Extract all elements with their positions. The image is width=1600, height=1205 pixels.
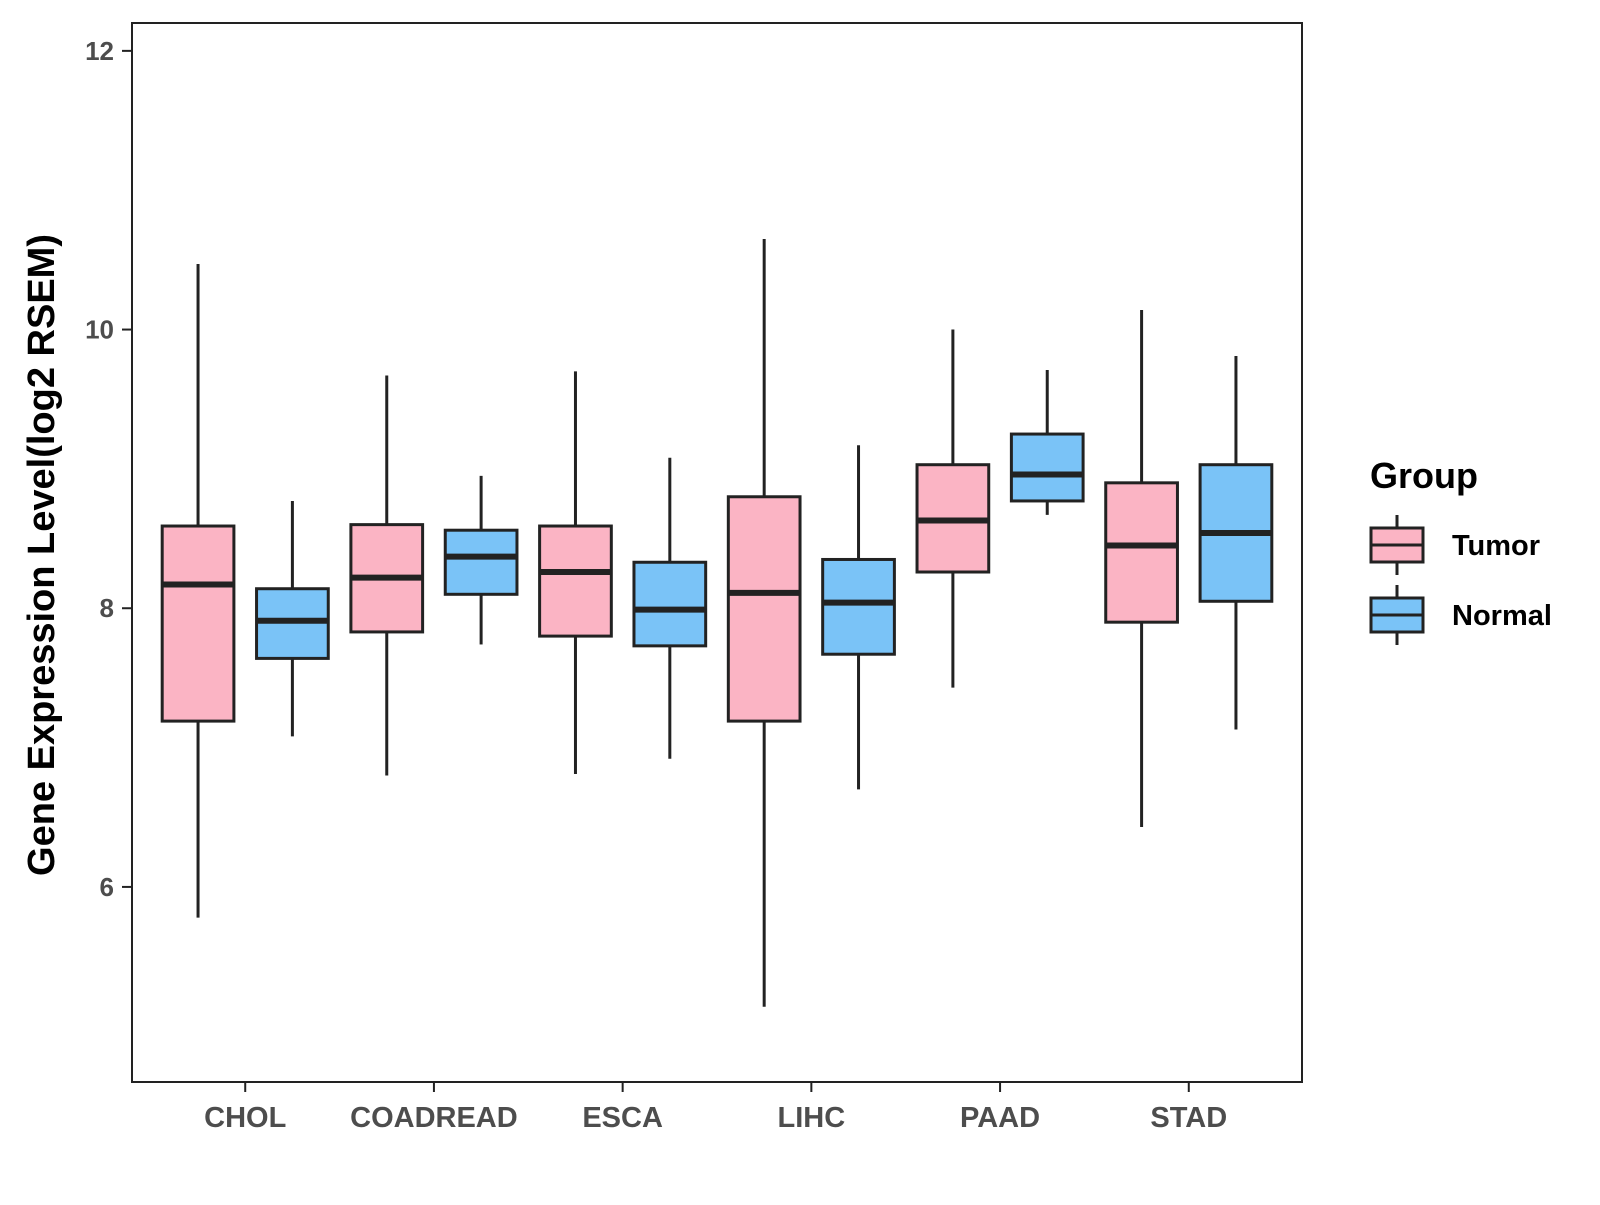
box-tumor-lihc bbox=[726, 238, 802, 1007]
box-tumor-stad bbox=[1104, 310, 1179, 828]
box-body bbox=[160, 524, 236, 723]
legend-title: Group bbox=[1370, 455, 1478, 496]
box-body bbox=[1009, 432, 1085, 503]
y-tick-label: 12 bbox=[85, 36, 114, 66]
x-tick-label: STAD bbox=[1150, 1102, 1227, 1134]
legend-item-tumor: Tumor bbox=[1369, 515, 1540, 575]
box-tumor-esca bbox=[538, 371, 613, 775]
box-tumor-chol bbox=[160, 264, 236, 918]
box-normal-stad bbox=[1198, 356, 1274, 730]
y-tick-label: 6 bbox=[100, 872, 114, 902]
box-tumor-coadread bbox=[349, 375, 425, 776]
box-normal-lihc bbox=[821, 445, 896, 790]
box-body bbox=[821, 557, 896, 656]
y-axis: 6 8 10 12 bbox=[85, 36, 132, 902]
x-tick-label: LIHC bbox=[778, 1102, 846, 1134]
box-tumor-paad bbox=[915, 329, 991, 688]
box-body bbox=[443, 528, 519, 596]
box-body bbox=[538, 524, 613, 638]
legend: Group Tumor Normal bbox=[1369, 455, 1552, 645]
box-body bbox=[632, 560, 708, 648]
box-normal-coadread bbox=[443, 475, 519, 645]
box-layer bbox=[160, 238, 1274, 1007]
legend-label: Tumor bbox=[1452, 530, 1540, 562]
x-tick-label: ESCA bbox=[582, 1102, 663, 1134]
legend-item-normal: Normal bbox=[1369, 585, 1552, 645]
x-tick-label: COADREAD bbox=[350, 1102, 518, 1134]
y-tick-label: 10 bbox=[85, 315, 114, 345]
y-axis-title: Gene Expression Level(log2 RSEM) bbox=[21, 234, 63, 876]
box-normal-paad bbox=[1009, 369, 1085, 515]
x-axis: CHOL COADREAD ESCA LIHC PAAD STAD bbox=[204, 1082, 1227, 1134]
box-body bbox=[726, 495, 802, 723]
x-tick-label: PAAD bbox=[960, 1102, 1040, 1134]
box-body bbox=[1104, 481, 1179, 624]
legend-label: Normal bbox=[1452, 600, 1552, 632]
box-normal-esca bbox=[632, 457, 708, 759]
x-tick-label: CHOL bbox=[204, 1102, 286, 1134]
box-normal-chol bbox=[255, 500, 330, 737]
y-tick-label: 8 bbox=[100, 593, 114, 623]
